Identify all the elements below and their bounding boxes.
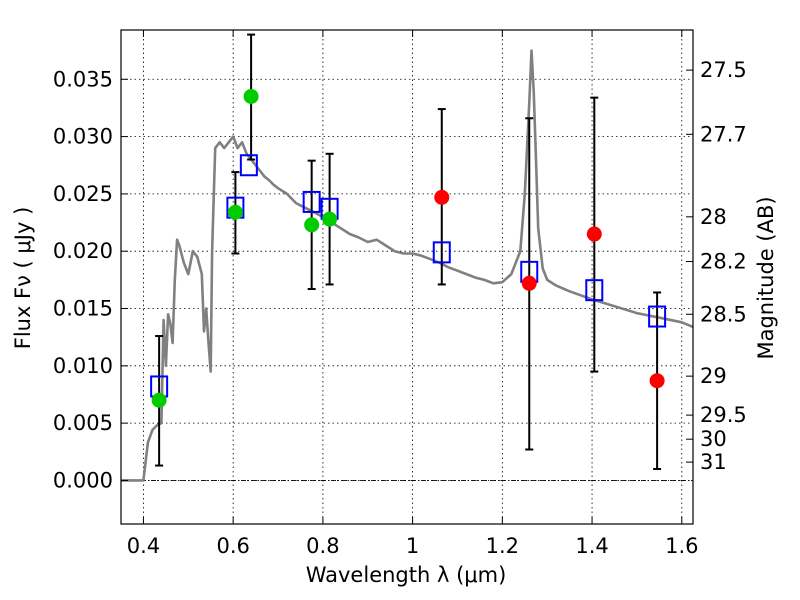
x-tick-label: 1.6 xyxy=(665,534,698,558)
y2-tick-label: 30 xyxy=(700,427,727,451)
y2-tick-label: 28.5 xyxy=(700,302,747,326)
x-tick-label: 1.4 xyxy=(575,534,608,558)
observed-point-green xyxy=(322,211,338,227)
y-tick-label: 0.010 xyxy=(53,354,113,378)
data-points xyxy=(150,88,667,408)
y2-axis-label: Magnitude (AB) xyxy=(754,196,778,359)
x-tick-label: 0.8 xyxy=(306,534,339,558)
x-tick-label: 1 xyxy=(406,534,419,558)
model-point xyxy=(648,305,667,328)
observed-point-red xyxy=(649,373,665,389)
observed-point-green xyxy=(151,392,167,408)
y-tick-label: 0.020 xyxy=(53,239,113,263)
model-spectrum xyxy=(121,49,694,482)
y-tick-labels: 0.000 0.005 0.010 0.015 0.020 0.025 0.030 0.035 xyxy=(53,67,113,492)
grid-lines xyxy=(121,30,693,524)
model-point xyxy=(585,279,604,302)
y-axis-label: Flux Fν ( μJy ) xyxy=(11,207,35,350)
model-point xyxy=(432,241,451,264)
observed-point-green xyxy=(304,217,320,233)
y2-tick-label: 29 xyxy=(700,364,727,388)
y2-tick-label: 29.5 xyxy=(700,403,747,427)
y2-tick-label: 27.5 xyxy=(700,58,747,82)
model-point xyxy=(302,190,321,213)
model-point xyxy=(239,154,258,177)
y-tick-label: 0.015 xyxy=(53,297,113,321)
x-tick-label: 0.6 xyxy=(216,534,249,558)
y-tick-label: 0.025 xyxy=(53,182,113,206)
observed-point-green xyxy=(227,204,243,220)
axis-ticks xyxy=(121,30,693,524)
y2-tick-label: 28 xyxy=(700,205,727,229)
model-spectrum-line xyxy=(121,49,694,482)
y-tick-label: 0.005 xyxy=(53,411,113,435)
observed-point-green xyxy=(243,88,259,104)
observed-point-red xyxy=(586,226,602,242)
x-tick-label: 1.2 xyxy=(486,534,519,558)
y-tick-label: 0.035 xyxy=(53,67,113,91)
x-tick-labels: 0.4 0.6 0.8 1 1.2 1.4 1.6 xyxy=(127,534,699,558)
y2-tick-label: 28.2 xyxy=(700,250,747,274)
y-tick-label: 0.000 xyxy=(53,468,113,492)
x-axis-label: Wavelength λ (μm) xyxy=(306,563,507,587)
x-tick-label: 0.4 xyxy=(127,534,160,558)
y2-tick-label: 31 xyxy=(700,450,727,474)
observed-point-red xyxy=(434,189,450,205)
plot-frame xyxy=(120,29,694,525)
y2-tick-label: 27.7 xyxy=(700,122,747,146)
y-tick-label: 0.030 xyxy=(53,125,113,149)
observed-point-red xyxy=(521,275,537,291)
